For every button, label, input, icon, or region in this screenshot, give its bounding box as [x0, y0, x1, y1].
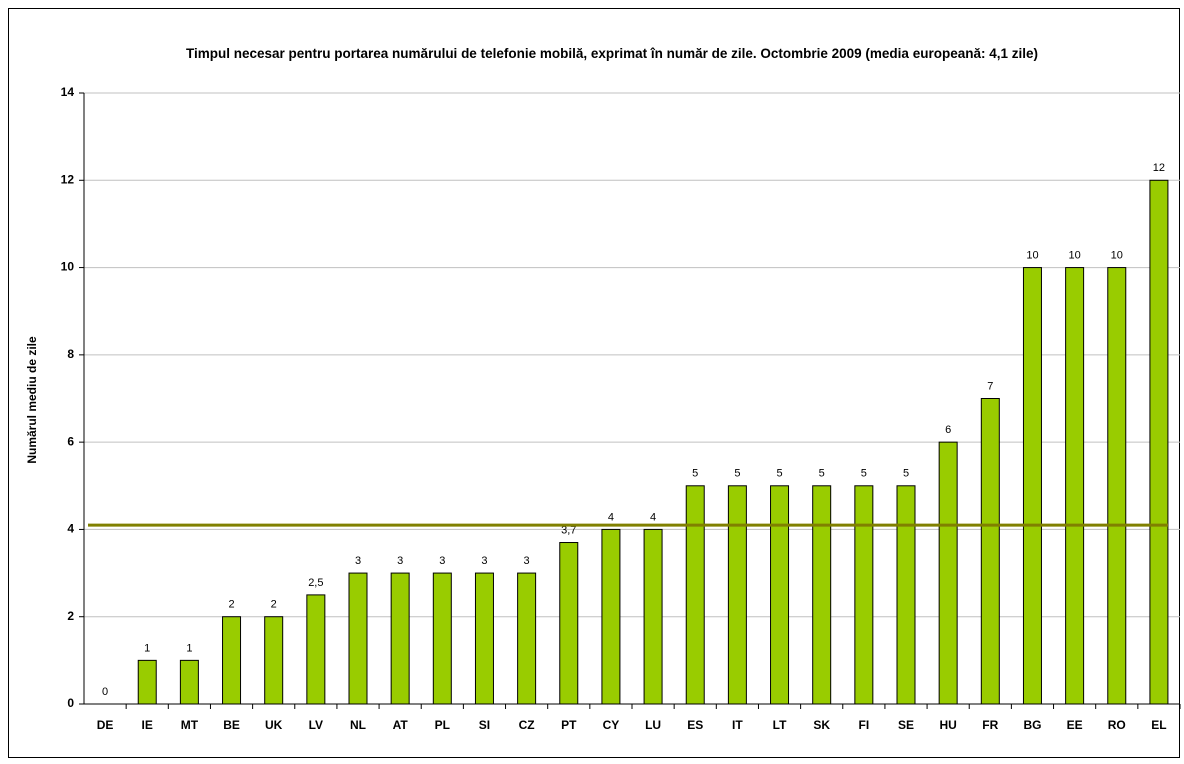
bar [854, 485, 874, 705]
y-tick-label: 2 [67, 609, 74, 623]
y-tick-label: 0 [67, 696, 74, 710]
bar [390, 572, 410, 705]
bar [643, 528, 663, 705]
value-label: 3 [439, 555, 445, 567]
value-label: 3 [397, 555, 403, 567]
x-tick-label: IT [732, 718, 743, 732]
value-label: 3 [481, 555, 487, 567]
bar [727, 485, 747, 705]
x-tick-label: DE [97, 718, 114, 732]
bar [1149, 179, 1169, 705]
bar [601, 528, 621, 705]
y-tick-label: 12 [61, 172, 75, 186]
x-tick-label: LT [773, 718, 787, 732]
bar [812, 485, 832, 705]
value-label: 1 [186, 642, 192, 654]
value-label: 5 [819, 468, 825, 480]
bar [137, 659, 157, 705]
x-tick-label: SK [813, 718, 830, 732]
bar [517, 572, 537, 705]
value-label: 1 [144, 642, 150, 654]
value-label: 5 [776, 468, 782, 480]
value-label: 0 [102, 686, 108, 698]
value-label: 5 [692, 468, 698, 480]
y-tick-label: 10 [61, 260, 75, 274]
x-tick-label: PT [561, 718, 577, 732]
value-label: 3,7 [561, 524, 576, 536]
y-tick-label: 8 [67, 347, 74, 361]
y-tick-label: 14 [61, 85, 75, 99]
bar [432, 572, 452, 705]
chart-title: Timpul necesar pentru portarea numărului… [186, 46, 1038, 61]
bar [938, 441, 958, 705]
x-tick-label: PL [435, 718, 450, 732]
x-tick-label: LU [645, 718, 661, 732]
value-label: 12 [1153, 162, 1165, 174]
bar [980, 398, 1000, 705]
x-tick-label: LV [309, 718, 323, 732]
value-label: 10 [1111, 249, 1123, 261]
x-tick-label: SI [479, 718, 490, 732]
value-label: 5 [861, 468, 867, 480]
value-label: 10 [1026, 249, 1038, 261]
bar [474, 572, 494, 705]
bar [264, 616, 284, 705]
x-tick-label: FI [859, 718, 870, 732]
bar [1022, 267, 1042, 705]
x-tick-label: AT [393, 718, 409, 732]
x-tick-label: CY [603, 718, 620, 732]
value-label: 2 [228, 599, 234, 611]
x-tick-label: UK [265, 718, 283, 732]
x-tick-label: CZ [519, 718, 535, 732]
value-label: 7 [987, 380, 993, 392]
x-tick-label: RO [1108, 718, 1126, 732]
x-tick-label: MT [181, 718, 199, 732]
bar [348, 572, 368, 705]
bar [1107, 267, 1127, 705]
bar [1065, 267, 1085, 705]
value-label: 4 [650, 511, 656, 523]
x-tick-label: FR [982, 718, 998, 732]
x-tick-label: IE [142, 718, 153, 732]
x-tick-label: EL [1151, 718, 1166, 732]
y-axis-label: Numărul mediu de zile [25, 336, 39, 464]
value-label: 3 [524, 555, 530, 567]
x-tick-label: BG [1023, 718, 1041, 732]
x-tick-label: ES [687, 718, 703, 732]
value-label: 4 [608, 511, 614, 523]
bar [685, 485, 705, 705]
x-tick-label: BE [223, 718, 240, 732]
value-label: 6 [945, 424, 951, 436]
value-label: 2 [271, 599, 277, 611]
bar [559, 542, 579, 705]
y-tick-label: 6 [67, 434, 74, 448]
value-label: 3 [355, 555, 361, 567]
value-label: 10 [1068, 249, 1080, 261]
value-label: 5 [903, 468, 909, 480]
y-tick-label: 4 [67, 522, 74, 536]
value-label: 2,5 [308, 577, 323, 589]
x-tick-label: HU [939, 718, 956, 732]
x-tick-label: SE [898, 718, 914, 732]
x-tick-label: NL [350, 718, 366, 732]
bar [770, 485, 790, 705]
bar [306, 594, 326, 705]
bar [222, 616, 242, 705]
value-label: 5 [734, 468, 740, 480]
x-tick-label: EE [1067, 718, 1083, 732]
bar [179, 659, 199, 705]
chart-frame [8, 8, 1180, 758]
bar [896, 485, 916, 705]
